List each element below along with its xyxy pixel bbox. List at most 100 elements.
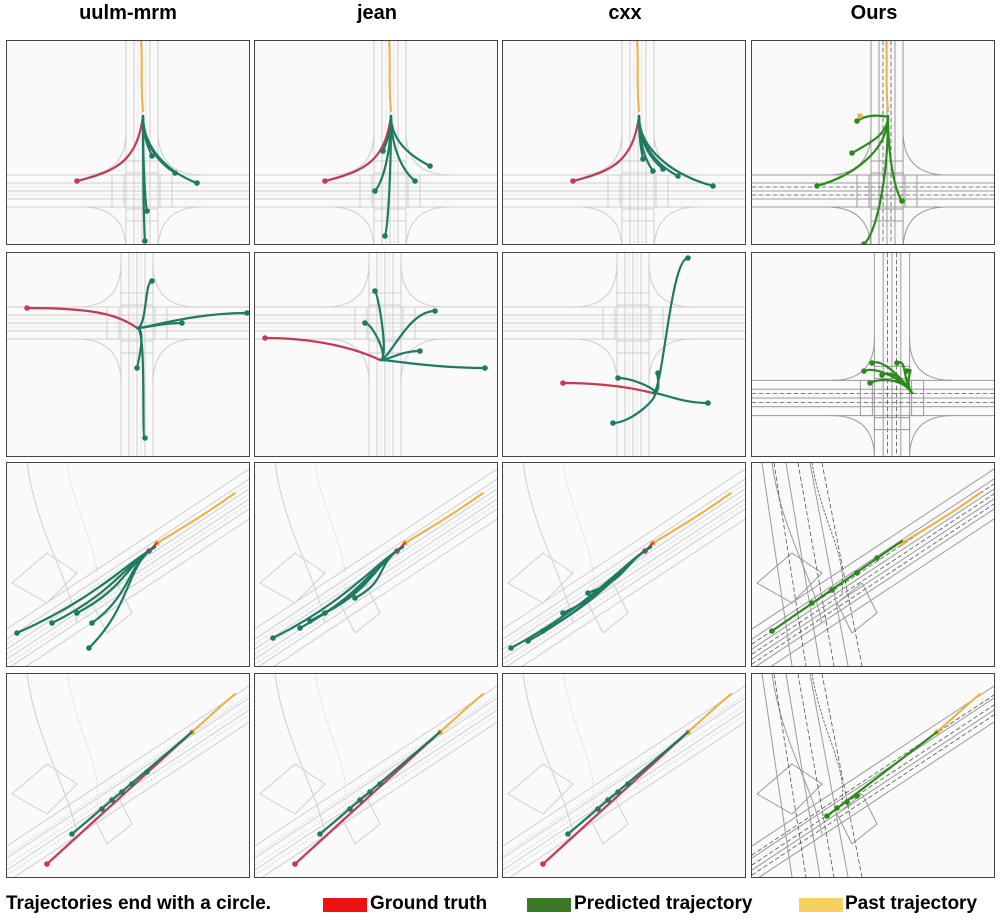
crosswalk: [870, 208, 904, 222]
lane-boundary-diag: [503, 685, 745, 847]
predicted-trajectory-end: [824, 813, 830, 819]
predicted-trajectory: [651, 256, 690, 395]
lane-boundary-curve: [157, 130, 203, 176]
column-title-jean: jean: [356, 2, 398, 24]
lane-centerline: [503, 714, 745, 876]
lane-boundary-curve: [653, 206, 699, 244]
predicted-trajectory-end: [270, 635, 276, 641]
lane-boundary-curve: [902, 130, 948, 176]
lane-boundary-curve: [76, 262, 122, 308]
panel-r1-ours: [751, 40, 995, 245]
lane-boundary-curve: [329, 130, 375, 176]
lane-boundary-diag: [255, 478, 497, 640]
predicted-trajectory-end: [149, 278, 155, 284]
past-trajectory: [936, 693, 981, 733]
predicted-trajectory-end: [595, 806, 601, 812]
predicted-trajectory: [616, 376, 657, 395]
predicted-trajectory-end: [894, 360, 900, 366]
ground-truth: [75, 114, 145, 183]
predicted-trajectory-end: [149, 153, 155, 159]
predicted-trajectory-end: [660, 166, 666, 172]
lane-boundary-curve: [405, 206, 451, 244]
lane-centerline: [7, 493, 249, 655]
predicted-trajectory-end: [879, 372, 885, 378]
crosswalk: [125, 208, 159, 222]
lane-boundary-curve: [157, 206, 203, 244]
past-trajectory-end: [857, 113, 863, 119]
lane-line-v: [785, 674, 821, 877]
crosswalk: [655, 174, 669, 208]
predicted-trajectory-end: [417, 348, 423, 354]
column-title-cxx: cxx: [608, 2, 642, 24]
crosswalk: [259, 763, 326, 815]
lane-boundary-curve: [522, 674, 574, 835]
crosswalk: [125, 160, 159, 174]
lane-boundary-diag: [273, 518, 497, 666]
lane-boundary-diag: [258, 508, 497, 666]
lane-boundary-diag: [261, 721, 497, 877]
predicted-trajectory-end: [347, 806, 353, 812]
predicted-trajectory: [378, 358, 487, 370]
predicted-trajectory: [770, 539, 904, 633]
lane-boundary-curve: [902, 206, 948, 244]
crosswalk: [407, 174, 421, 208]
lane-boundary-curve: [771, 463, 823, 624]
predicted-trajectory-end: [655, 370, 661, 376]
predicted-trajectory-end: [412, 178, 418, 184]
panel-r2-ours: [751, 252, 995, 457]
ground-truth-end: [292, 861, 298, 867]
predicted-trajectory: [389, 114, 432, 168]
predicted-trajectory-end: [710, 183, 716, 189]
lane-centerline: [752, 694, 994, 856]
ground-truth: [293, 730, 442, 866]
predicted-trajectory-end: [129, 781, 135, 787]
lane-boundary-diag: [755, 508, 994, 666]
panel-r1-uulm-mrm: [6, 40, 250, 245]
lane-line-v: [797, 463, 835, 666]
lane-centerline: [752, 704, 994, 866]
predicted-trajectory-end: [844, 799, 850, 805]
past-trajectory: [687, 693, 732, 733]
predicted-trajectory-end: [899, 198, 905, 204]
predicted-trajectory-end: [854, 793, 860, 799]
ground-truth-end: [74, 178, 80, 184]
crosswalk: [621, 208, 655, 222]
predicted-trajectory-end: [525, 638, 531, 644]
predicted-trajectory-end: [685, 255, 691, 261]
predicted-trajectory-end: [904, 368, 910, 374]
ground-truth-end: [44, 861, 50, 867]
lane-boundary-curve: [577, 130, 623, 176]
crosswalk: [756, 552, 823, 604]
predicted-trajectory-end: [14, 630, 20, 636]
predicted-trajectory-end: [74, 610, 80, 616]
crosswalk: [111, 174, 125, 208]
lane-line-v: [773, 674, 807, 877]
lane-boundary-diag: [7, 697, 249, 859]
crosswalk: [11, 552, 78, 604]
panel-r4-ours: [751, 673, 995, 878]
lane-boundary-curve: [572, 262, 618, 308]
panel-r2-cxx: [502, 252, 746, 457]
panel-r4-cxx: [502, 673, 746, 878]
predicted-trajectory-end: [119, 789, 125, 795]
lane-boundary-curve: [909, 337, 953, 381]
lane-boundary-curve: [522, 463, 574, 624]
predicted-trajectory: [825, 730, 939, 818]
lane-centerline: [562, 674, 595, 805]
panel-r4-jean: [254, 673, 498, 878]
crosswalk: [616, 340, 650, 354]
predicted-trajectory-end: [382, 233, 388, 239]
lane-boundary-curve: [831, 415, 875, 456]
crosswalk: [650, 306, 664, 340]
crosswalk: [120, 292, 154, 306]
crosswalk: [836, 793, 878, 845]
lane-centerline: [255, 694, 497, 856]
crosswalk: [359, 174, 373, 208]
ground-truth-end: [24, 305, 30, 311]
lane-boundary-curve: [831, 337, 875, 381]
panel-r4-uulm-mrm: [6, 673, 250, 878]
crosswalk: [339, 793, 381, 845]
lane-boundary-curve: [324, 338, 370, 384]
legend-note: Trajectories end with a circle.: [6, 893, 272, 914]
predicted-trajectory-end: [142, 435, 148, 441]
